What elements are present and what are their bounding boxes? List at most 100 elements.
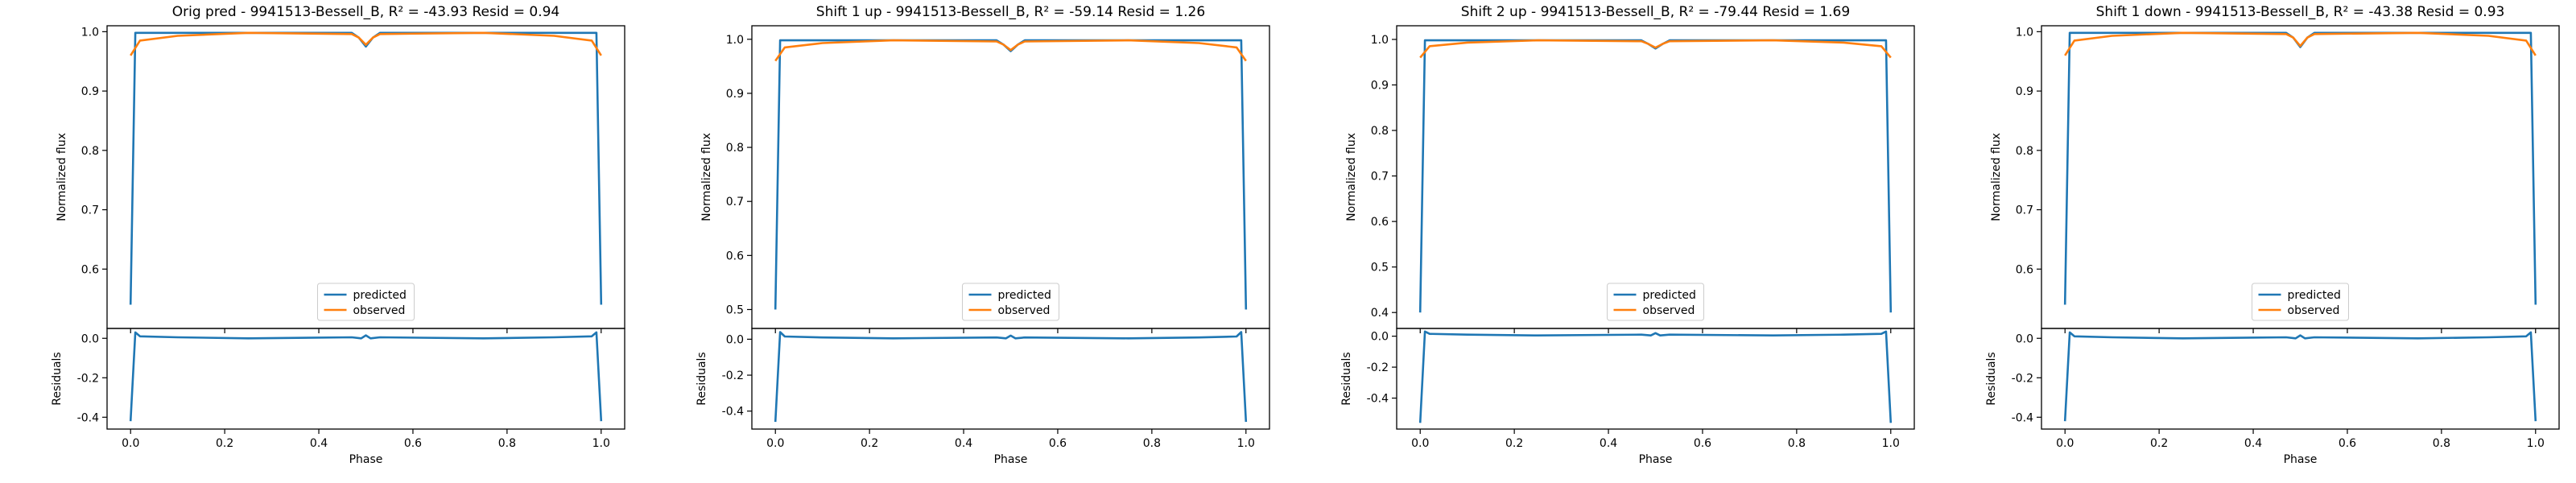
- y-tick-label: 0.8: [2016, 145, 2033, 158]
- y-tick-label: 0.7: [2016, 204, 2033, 217]
- residual-y-tick-label: -0.4: [722, 406, 744, 419]
- y-tick-label: 0.8: [726, 142, 744, 155]
- residual-axes-frame: [751, 328, 1270, 430]
- residual-y-axis-label: Residuals: [1340, 352, 1353, 405]
- x-tick-label: 0.4: [955, 437, 972, 450]
- residual-y-tick-label: -0.2: [77, 372, 99, 385]
- y-tick-label: 0.7: [81, 204, 99, 217]
- residual-y-tick-label: 0.0: [2016, 332, 2033, 345]
- series-line-predicted: [2063, 31, 2537, 305]
- y-tick-label: 0.9: [81, 85, 99, 98]
- legend: predicted observed: [962, 283, 1059, 321]
- legend-box: [962, 283, 1059, 321]
- residual-y-tick-label: 0.0: [726, 333, 744, 346]
- legend-label: predicted: [998, 289, 1051, 302]
- residual-line: [1418, 330, 1893, 423]
- x-axis-label: Phase: [2284, 453, 2318, 466]
- residual-axes-frame: [2041, 328, 2560, 430]
- y-tick-label: 0.6: [81, 263, 99, 276]
- y-tick-label: 0.6: [726, 250, 744, 262]
- x-tick-label: 1.0: [1237, 437, 1255, 450]
- residual-y-tick-label: 0.0: [81, 332, 99, 345]
- chart-title: Shift 2 up - 9941513-Bessell_B, R² = -79…: [1461, 4, 1850, 20]
- x-tick-label: 0.4: [2244, 437, 2262, 450]
- residual-y-tick-label: -0.2: [2012, 372, 2033, 385]
- x-tick-label: 0.6: [1694, 437, 1711, 450]
- y-tick-label: 0.6: [2016, 263, 2033, 276]
- x-tick-label: 0.8: [2433, 437, 2450, 450]
- y-tick-label: 1.0: [1371, 34, 1389, 47]
- chart-title: Shift 1 up - 9941513-Bessell_B, R² = -59…: [816, 4, 1205, 20]
- x-tick-label: 0.0: [122, 437, 139, 450]
- x-tick-label: 0.8: [498, 437, 516, 450]
- y-tick-label: 0.9: [726, 88, 744, 101]
- x-tick-label: 0.6: [404, 437, 422, 450]
- residual-y-tick-label: -0.4: [2012, 411, 2033, 424]
- y-tick-label: 0.8: [1371, 125, 1389, 138]
- series-line-observed: [774, 39, 1247, 62]
- x-tick-label: 0.2: [216, 437, 233, 450]
- residual-y-axis-label: Residuals: [1985, 352, 1998, 405]
- series-line-predicted: [774, 39, 1248, 310]
- y-tick-label: 0.9: [2016, 85, 2033, 98]
- y-tick-label: 1.0: [81, 26, 99, 39]
- legend-label: observed: [998, 304, 1051, 317]
- residual-axes-frame: [1396, 328, 1915, 430]
- y-tick-label: 0.4: [1371, 307, 1389, 320]
- chart-panel-4: Shift 1 down - 9941513-Bessell_B, R² = -…: [1985, 4, 2560, 466]
- x-tick-label: 1.0: [592, 437, 610, 450]
- chart-title: Shift 1 down - 9941513-Bessell_B, R² = -…: [2096, 4, 2505, 20]
- residual-line: [2063, 331, 2537, 422]
- x-tick-label: 1.0: [1882, 437, 1900, 450]
- x-tick-label: 0.2: [1505, 437, 1523, 450]
- residual-line: [774, 331, 1248, 423]
- legend-box: [317, 283, 415, 321]
- series-line-predicted: [129, 31, 603, 305]
- y-tick-label: 0.6: [1371, 216, 1389, 229]
- x-axis-label: Phase: [349, 453, 383, 466]
- legend-box: [1607, 283, 1704, 321]
- residual-y-tick-label: 0.0: [1371, 331, 1389, 344]
- x-tick-label: 0.4: [1600, 437, 1617, 450]
- y-axis-label: Normalized flux: [1990, 133, 2003, 221]
- y-axis-label: Normalized flux: [700, 133, 713, 221]
- y-tick-label: 0.9: [1371, 80, 1389, 93]
- residual-y-tick-label: -0.2: [1367, 361, 1389, 374]
- x-tick-label: 0.4: [310, 437, 328, 450]
- x-tick-label: 0.6: [1049, 437, 1067, 450]
- x-tick-label: 0.2: [861, 437, 878, 450]
- x-axis-label: Phase: [1639, 453, 1673, 466]
- legend-label: observed: [1643, 304, 1695, 317]
- legend-box: [2252, 283, 2349, 321]
- chart-panel-1: Orig pred - 9941513-Bessell_B, R² = -43.…: [51, 4, 625, 466]
- chart-panel-2: Shift 1 up - 9941513-Bessell_B, R² = -59…: [696, 4, 1270, 466]
- residual-axes-frame: [106, 328, 625, 430]
- x-tick-label: 0.8: [1788, 437, 1806, 450]
- residual-y-tick-label: -0.4: [1367, 393, 1389, 406]
- x-tick-label: 0.8: [1143, 437, 1161, 450]
- y-tick-label: 0.5: [726, 304, 744, 317]
- y-tick-label: 1.0: [2016, 26, 2033, 39]
- x-tick-label: 0.0: [766, 437, 784, 450]
- y-tick-label: 0.5: [1371, 262, 1389, 275]
- x-tick-label: 0.0: [2056, 437, 2074, 450]
- chart-title: Orig pred - 9941513-Bessell_B, R² = -43.…: [172, 4, 560, 20]
- residual-y-axis-label: Residuals: [696, 352, 708, 405]
- legend-label: observed: [2288, 304, 2340, 317]
- x-tick-label: 1.0: [2527, 437, 2545, 450]
- y-tick-label: 1.0: [726, 34, 744, 47]
- series-line-observed: [130, 31, 602, 56]
- legend: predicted observed: [1607, 283, 1704, 321]
- y-tick-label: 0.8: [81, 145, 99, 158]
- legend: predicted observed: [317, 283, 415, 321]
- legend-label: predicted: [353, 289, 407, 302]
- residual-y-tick-label: -0.2: [722, 369, 744, 382]
- x-tick-label: 0.6: [2339, 437, 2356, 450]
- series-line-observed: [1419, 39, 1892, 59]
- legend: predicted observed: [2252, 283, 2349, 321]
- legend-label: observed: [353, 304, 406, 317]
- legend-label: predicted: [1643, 289, 1696, 302]
- series-line-predicted: [1418, 39, 1893, 313]
- chart-panel-3: Shift 2 up - 9941513-Bessell_B, R² = -79…: [1340, 4, 1915, 466]
